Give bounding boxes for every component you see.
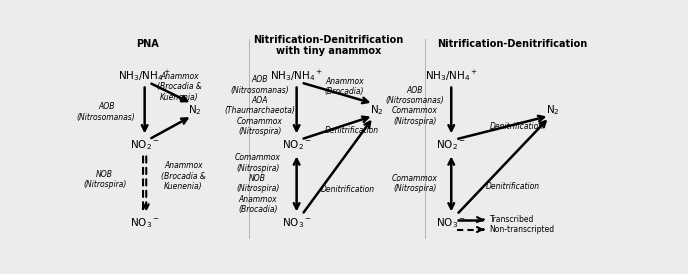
Text: Non-transcripted: Non-transcripted bbox=[490, 225, 555, 234]
Text: NH$_3$/NH$_4$$^+$: NH$_3$/NH$_4$$^+$ bbox=[118, 68, 171, 82]
Text: NO$_2$$^-$: NO$_2$$^-$ bbox=[281, 138, 312, 152]
Text: N$_2$: N$_2$ bbox=[546, 103, 559, 117]
Text: Anammox
(Brocadia &
Kuenenia): Anammox (Brocadia & Kuenenia) bbox=[157, 72, 202, 102]
Text: NOB
(Nitrospira): NOB (Nitrospira) bbox=[83, 170, 127, 189]
Text: Anammox
(Brocadia): Anammox (Brocadia) bbox=[325, 77, 365, 96]
Text: N$_2$: N$_2$ bbox=[369, 103, 383, 117]
Text: NO$_3$$^-$: NO$_3$$^-$ bbox=[436, 216, 466, 230]
Text: with tiny anammox: with tiny anammox bbox=[276, 46, 381, 56]
Text: AOB
(Nitrosomanas): AOB (Nitrosomanas) bbox=[77, 102, 136, 122]
Text: Comammox
(Nitrospira)
NOB
(Nitrospira)
Anammox
(Brocadia): Comammox (Nitrospira) NOB (Nitrospira) A… bbox=[235, 153, 281, 214]
Text: Denitrification: Denitrification bbox=[490, 122, 544, 131]
Text: Nitrification-Denitrification: Nitrification-Denitrification bbox=[253, 35, 404, 45]
Text: Anammox
(Brocadia &
Kuenenia): Anammox (Brocadia & Kuenenia) bbox=[161, 161, 206, 191]
Text: Denitrification: Denitrification bbox=[486, 182, 539, 192]
Text: Denitrification: Denitrification bbox=[325, 127, 378, 135]
Text: N$_2$: N$_2$ bbox=[189, 103, 202, 117]
Text: NO$_3$$^-$: NO$_3$$^-$ bbox=[281, 216, 312, 230]
Text: PNA: PNA bbox=[136, 39, 159, 50]
Text: NO$_2$$^-$: NO$_2$$^-$ bbox=[130, 138, 160, 152]
Text: AOB
(Nitrosomanas)
Comammox
(Nitrospira): AOB (Nitrosomanas) Comammox (Nitrospira) bbox=[385, 85, 444, 126]
Text: NO$_3$$^-$: NO$_3$$^-$ bbox=[130, 216, 160, 230]
Text: Nitrification-Denitrification: Nitrification-Denitrification bbox=[438, 39, 588, 50]
Text: NO$_2$$^-$: NO$_2$$^-$ bbox=[436, 138, 466, 152]
Text: Transcribed: Transcribed bbox=[490, 215, 534, 224]
Text: AOB
(Nitrosomanas)
AOA
(Thaumarchaeota)
Comammox
(Nitrospira): AOB (Nitrosomanas) AOA (Thaumarchaeota) … bbox=[224, 75, 295, 136]
Text: NH$_3$/NH$_4$$^+$: NH$_3$/NH$_4$$^+$ bbox=[270, 68, 323, 82]
Text: NH$_3$/NH$_4$$^+$: NH$_3$/NH$_4$$^+$ bbox=[425, 68, 477, 82]
Text: Comammox
(Nitrospira): Comammox (Nitrospira) bbox=[392, 174, 438, 193]
Text: Denitrification: Denitrification bbox=[321, 184, 376, 193]
